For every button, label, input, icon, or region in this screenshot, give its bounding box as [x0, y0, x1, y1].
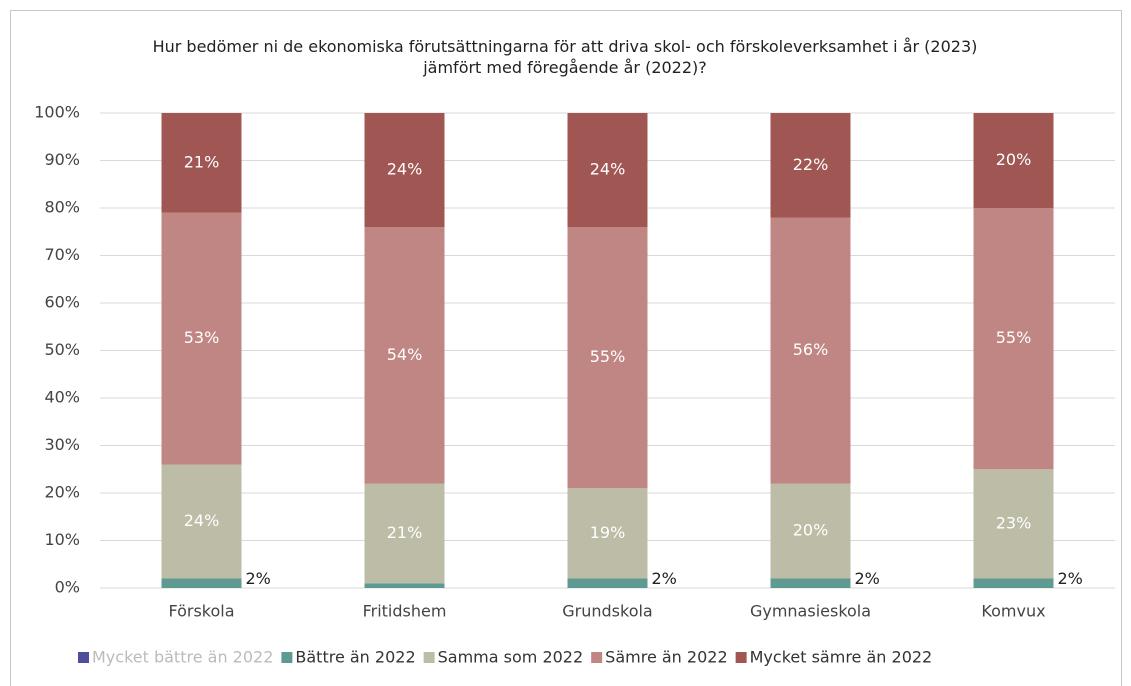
bar-segment — [161, 578, 242, 588]
data-label: 24% — [387, 160, 423, 179]
bar-segment — [161, 113, 242, 213]
bar-segment — [364, 227, 445, 484]
data-label: 53% — [184, 328, 220, 347]
y-tick-label: 90% — [44, 150, 80, 169]
data-label: 20% — [996, 150, 1032, 169]
y-tick-label: 30% — [44, 435, 80, 454]
data-label: 55% — [996, 328, 1032, 347]
data-label: 21% — [184, 152, 220, 171]
data-label: 55% — [590, 347, 626, 366]
legend-label: Mycket sämre än 2022 — [750, 648, 933, 667]
legend-swatch — [78, 652, 89, 663]
legend-label: Mycket bättre än 2022 — [92, 648, 273, 667]
legend-swatch — [591, 652, 603, 663]
bar-segment — [567, 113, 648, 227]
data-label: 2% — [246, 569, 271, 588]
data-label: 24% — [184, 511, 220, 530]
legend-swatch — [281, 652, 293, 663]
data-label: 2% — [1058, 569, 1083, 588]
bar-segment — [973, 208, 1054, 470]
legend-label: Samma som 2022 — [438, 648, 584, 667]
bar-segment — [973, 578, 1054, 588]
x-tick-label: Förskola — [168, 602, 234, 621]
x-tick-label: Gymnasieskola — [750, 602, 871, 621]
y-tick-label: 10% — [44, 530, 80, 549]
data-label: 2% — [855, 569, 880, 588]
bar-segment — [567, 227, 648, 489]
bar-segment — [973, 469, 1054, 579]
bar-segment — [770, 578, 851, 588]
chart-border — [10, 10, 1122, 686]
bar-segment — [364, 483, 445, 584]
chart-title: Hur bedömer ni de ekonomiska förutsättni… — [152, 37, 978, 77]
data-label: 54% — [387, 345, 423, 364]
bar-segment — [770, 217, 851, 484]
bar-segment — [770, 483, 851, 579]
data-label: 20% — [793, 521, 829, 540]
legend-label: Bättre än 2022 — [295, 648, 415, 667]
bar-segment — [973, 113, 1054, 208]
bar-segment — [364, 583, 445, 588]
data-label: 56% — [793, 340, 829, 359]
y-tick-label: 60% — [44, 293, 80, 312]
y-tick-label: 50% — [44, 340, 80, 359]
data-label: 2% — [652, 569, 677, 588]
y-tick-label: 80% — [44, 198, 80, 217]
y-tick-label: 70% — [44, 245, 80, 264]
data-label: 23% — [996, 513, 1032, 532]
legend-swatch — [735, 652, 747, 663]
data-label: 21% — [387, 523, 423, 542]
data-label: 24% — [590, 160, 626, 179]
bar-segment — [161, 212, 242, 465]
bar-segment — [770, 113, 851, 218]
x-tick-label: Komvux — [981, 602, 1045, 621]
bar-segment — [567, 578, 648, 588]
bar-segment — [567, 488, 648, 579]
data-label: 22% — [793, 155, 829, 174]
y-tick-label: 20% — [44, 483, 80, 502]
data-label: 19% — [590, 523, 626, 542]
x-tick-label: Grundskola — [562, 602, 652, 621]
y-tick-label: 40% — [44, 388, 80, 407]
bar-segment — [161, 464, 242, 579]
x-tick-label: Fritidshem — [363, 602, 447, 621]
y-tick-label: 100% — [34, 103, 80, 122]
bar-segment — [364, 113, 445, 227]
y-tick-label: 0% — [55, 578, 80, 597]
legend-label: Sämre än 2022 — [605, 648, 727, 667]
legend-swatch — [423, 652, 435, 663]
